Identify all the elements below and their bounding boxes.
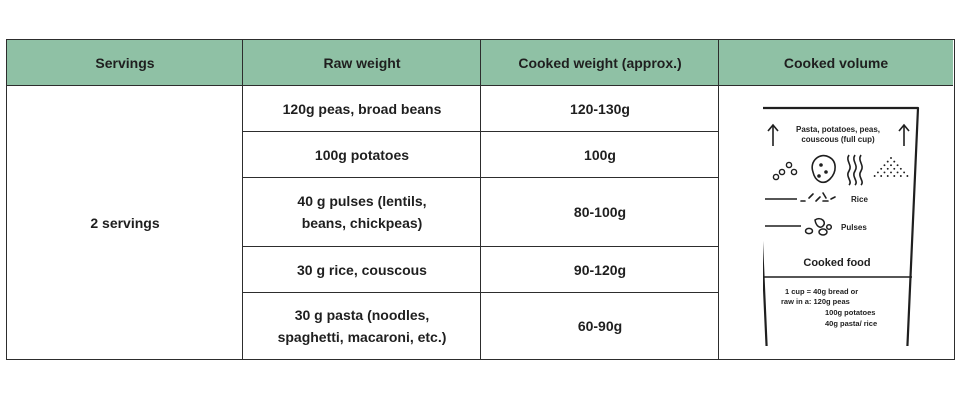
portion-table: Servings Raw weight Cooked weight (appro… xyxy=(6,39,955,360)
raw-weight-value: spaghetti, macaroni, etc.) xyxy=(277,329,447,345)
cooked-weight-value: 90-120g xyxy=(573,261,627,278)
cup-top-label: couscous (full cup) xyxy=(801,135,875,144)
header-servings: Servings xyxy=(7,40,243,86)
cooked-weight-value: 60-90g xyxy=(577,318,623,334)
table-row: 30 g pasta (noodles, spaghetti, macaroni… xyxy=(243,293,481,359)
header-raw-weight: Raw weight xyxy=(243,40,481,86)
up-arrow-icon xyxy=(898,123,910,146)
cup-outline-icon xyxy=(763,106,920,346)
couscous-dot xyxy=(880,175,883,177)
header-cooked-weight-label: Cooked weight (approx.) xyxy=(518,54,682,71)
rice-label: Rice xyxy=(851,195,868,204)
couscous-dot xyxy=(899,167,902,170)
raw-weight-value: 30 g pasta (noodles, xyxy=(294,307,430,323)
header-cooked-weight: Cooked weight (approx.) xyxy=(481,40,719,86)
up-arrow-icon xyxy=(767,123,779,146)
raw-weight-value: 30 g rice, couscous xyxy=(297,261,427,278)
raw-weight-value: beans, chickpeas) xyxy=(301,215,423,231)
table-row: 120g peas, broad beans xyxy=(243,86,481,131)
row-divider xyxy=(243,246,719,247)
potato-icon xyxy=(811,154,836,184)
couscous-dot xyxy=(893,167,896,170)
couscous-dot xyxy=(883,164,886,167)
row-divider xyxy=(243,131,719,132)
cup-top-label: Pasta, potatoes, peas, xyxy=(796,125,880,134)
peas-icon xyxy=(772,161,798,181)
couscous-dot xyxy=(893,160,896,163)
rice-icon xyxy=(800,192,836,202)
couscous-dot xyxy=(893,175,896,177)
couscous-dot xyxy=(890,171,892,174)
couscous-dot xyxy=(899,175,902,177)
pulses-icon xyxy=(804,217,833,236)
couscous-dot xyxy=(886,175,889,177)
cup-note: 100g potatoes xyxy=(825,308,875,317)
couscous-dot xyxy=(883,171,886,174)
table-row: 30 g rice, couscous xyxy=(243,247,481,292)
raw-weight-value: 40 g pulses (lentils, xyxy=(297,193,427,209)
servings-value: 2 servings xyxy=(90,214,160,231)
couscous-dot xyxy=(873,175,876,177)
couscous-dot xyxy=(906,175,909,177)
raw-weight-value: 100g potatoes xyxy=(314,146,410,163)
cup-note: 1 cup = 40g bread or xyxy=(785,287,858,296)
couscous-dot xyxy=(880,167,883,170)
table-row: 100g potatoes xyxy=(243,132,481,177)
header-servings-label: Servings xyxy=(95,54,155,71)
row-divider xyxy=(243,292,719,293)
cooked-weight-value: 80-100g xyxy=(573,204,627,220)
table-row: 80-100g xyxy=(481,178,719,246)
couscous-dot xyxy=(886,167,889,170)
cup-graphic: Pasta, potatoes, peas, couscous (full cu… xyxy=(763,106,920,346)
couscous-dot xyxy=(903,171,906,174)
header-raw-weight-label: Raw weight xyxy=(323,54,401,71)
column-divider xyxy=(718,40,719,359)
header-cooked-volume-label: Cooked volume xyxy=(783,54,889,71)
row-divider xyxy=(243,177,719,178)
couscous-dot xyxy=(876,171,879,174)
couscous-icon xyxy=(873,157,909,177)
pulses-label: Pulses xyxy=(841,223,867,232)
table-row: 100g xyxy=(481,132,719,177)
cooked-weight-value: 100g xyxy=(584,146,616,163)
cooked-food-label: Cooked food xyxy=(803,257,870,269)
cup-note: raw in a: 120g peas xyxy=(781,297,850,306)
table-row: 60-90g xyxy=(481,293,719,359)
couscous-dot xyxy=(890,164,892,167)
column-divider xyxy=(242,40,243,359)
raw-weight-value: 120g peas, broad beans xyxy=(282,100,442,117)
servings-cell: 2 servings xyxy=(7,86,243,359)
table-row: 90-120g xyxy=(481,247,719,292)
couscous-dot xyxy=(886,160,889,163)
cooked-weight-value: 120-130g xyxy=(570,100,630,117)
column-divider xyxy=(480,40,481,359)
table-row: 120-130g xyxy=(481,86,719,131)
cup-note: 40g pasta/ rice xyxy=(825,319,877,328)
couscous-dot xyxy=(890,157,892,159)
couscous-dot xyxy=(896,164,899,167)
table-row: 40 g pulses (lentils, beans, chickpeas) xyxy=(243,178,481,246)
header-cooked-volume: Cooked volume xyxy=(719,40,953,86)
pasta-icon xyxy=(847,154,863,186)
couscous-dot xyxy=(896,171,899,174)
